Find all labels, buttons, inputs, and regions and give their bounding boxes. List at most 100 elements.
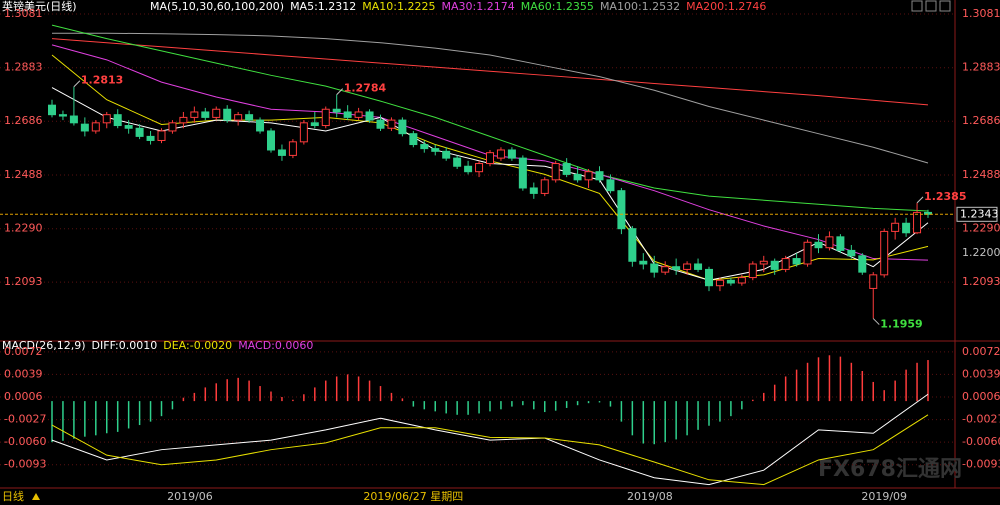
window-button[interactable] (939, 0, 951, 12)
y-right-tick-label: -0.0093 (962, 458, 1000, 471)
candle-body (256, 119, 265, 132)
y-right-tick-label: 1.2093 (962, 275, 1000, 288)
legend-entry: MA10:1.2225 (362, 0, 435, 13)
candle-body (573, 173, 582, 181)
candle-body (135, 127, 144, 137)
y-right-tick-label: -0.0027 (962, 413, 1000, 426)
y-tick-label: -0.0060 (4, 435, 46, 448)
y-right-tick-label: 1.2200 (962, 246, 1000, 259)
y-tick-label: 1.3081 (4, 7, 43, 20)
candle-body (420, 144, 429, 150)
candle-body (486, 152, 494, 165)
period-label[interactable]: 日线 (2, 489, 24, 503)
candle-body (562, 163, 571, 175)
ma-line (52, 32, 929, 164)
window-button[interactable] (925, 0, 937, 12)
candle-body (748, 263, 757, 279)
annotation: 1.1959 (880, 318, 922, 331)
candle-body (179, 116, 188, 124)
y-tick-label: 0.0039 (4, 367, 43, 380)
y-tick-label: 0.0006 (4, 390, 43, 403)
candle-body (770, 260, 779, 270)
candle-body (781, 258, 790, 270)
candle-body (234, 114, 243, 121)
candle-body (551, 163, 560, 181)
candle-body (891, 222, 900, 232)
candle-body (91, 122, 100, 132)
candle-body (431, 148, 440, 152)
candle-body (902, 222, 911, 234)
candle-body (113, 114, 122, 127)
legend-entry: MA5:1.2312 (290, 0, 356, 13)
annotation-pointer (336, 88, 344, 95)
candle-body (694, 263, 703, 270)
y-tick-label: 1.2686 (4, 114, 43, 127)
candle-body (398, 119, 407, 135)
candle-body (376, 119, 385, 129)
candle-body (661, 266, 670, 273)
annotation-pointer (73, 80, 81, 88)
candle-body (58, 114, 67, 117)
y-right-tick-label: -0.0060 (962, 435, 1000, 448)
y-right-tick-label: 1.2290 (962, 222, 1000, 235)
legend-entry: DIFF:0.0010 (92, 339, 158, 352)
ma-line (51, 24, 929, 212)
candle-body (858, 255, 867, 273)
window-button[interactable] (911, 0, 923, 12)
candle-body (913, 211, 922, 234)
candle-body (453, 157, 462, 167)
candle-body (332, 108, 341, 113)
candle-body (705, 268, 713, 287)
candle-body (321, 108, 330, 127)
cursor-label: 2019/06/27 星期四 (363, 490, 463, 503)
candle-body (715, 279, 724, 287)
candle-body (737, 277, 746, 284)
candle-body (507, 149, 516, 159)
legend-entry: MACD(26,12,9) (2, 339, 86, 352)
ma-line (51, 38, 929, 106)
candle-body (814, 241, 823, 249)
watermark: FX678汇通网 (818, 457, 962, 482)
y-right-tick-label: 0.0039 (962, 367, 1000, 380)
y-tick-label: -0.0027 (4, 413, 46, 426)
candle-body (288, 141, 297, 156)
candle-body (650, 263, 659, 273)
dea-line (51, 414, 929, 486)
candle-body (672, 266, 681, 270)
candle-body (190, 111, 199, 118)
candle-body (157, 130, 166, 141)
y-tick-label: -0.0093 (4, 458, 46, 471)
legend-entry: MACD:0.0060 (238, 339, 313, 352)
candle-body (726, 279, 735, 284)
candle-body (267, 130, 275, 151)
legend-entry: MA200:1.2746 (686, 0, 766, 13)
candle-body (245, 114, 254, 121)
candle-body (354, 111, 363, 118)
candle-body (464, 165, 473, 173)
candle-body (847, 249, 856, 257)
annotation-pointer (872, 318, 880, 325)
candle-body (475, 163, 484, 173)
y-tick-label: 1.2488 (4, 168, 43, 181)
period-arrow[interactable] (32, 493, 40, 500)
candle-body (595, 171, 604, 181)
annotation: 1.2784 (344, 82, 387, 95)
candle-body (628, 228, 637, 262)
legend-entry: MA60:1.2355 (521, 0, 594, 13)
y-right-tick-label: 0.0006 (962, 390, 1000, 403)
x-tick-label: 2019/06 (167, 490, 213, 503)
legend-entry: MA100:1.2532 (600, 0, 680, 13)
candle-body (201, 111, 210, 118)
candle-body (69, 115, 78, 124)
y-right-tick-label: 0.0072 (962, 345, 1000, 358)
candle-body (277, 149, 286, 156)
candle-body (880, 230, 889, 276)
candle-body (442, 150, 451, 159)
candle-body (836, 236, 845, 251)
candle-body (124, 125, 133, 129)
last-price-box (956, 206, 998, 222)
candle-body (48, 104, 56, 116)
y-right-tick-label: 1.2883 (962, 61, 1000, 74)
legend-entry: DEA:-0.0020 (163, 339, 232, 352)
